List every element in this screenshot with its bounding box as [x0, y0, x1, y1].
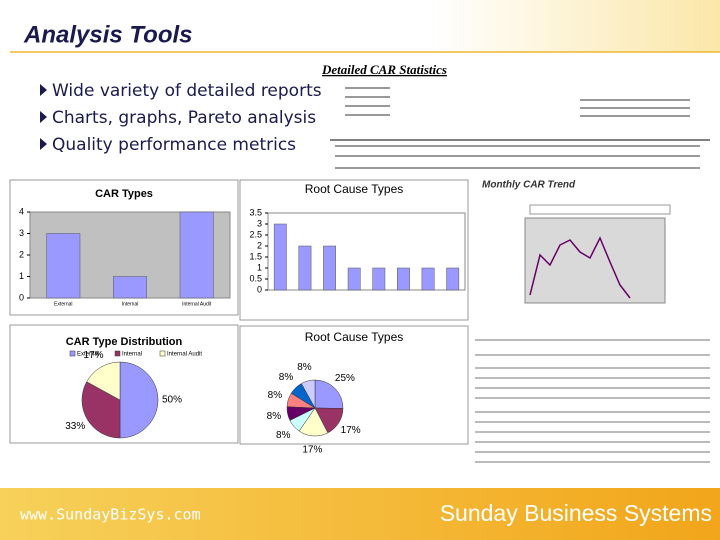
bar [298, 245, 312, 291]
footer-band [0, 488, 720, 540]
bar [421, 267, 435, 291]
slice-label: 50% [162, 395, 182, 406]
bar [113, 276, 147, 299]
footer-company: Sunday Business Systems [440, 500, 712, 526]
y-tick-label: 4 [19, 206, 24, 216]
bar [323, 245, 336, 291]
y-tick-label: 1 [19, 271, 24, 281]
chart-title: CAR Types [95, 188, 153, 200]
pie-slice [314, 379, 344, 409]
x-tick-label: Internal [122, 301, 139, 307]
slice-label: 8% [297, 362, 312, 373]
bullet-marker [40, 111, 47, 123]
slice-label: 8% [279, 372, 294, 383]
report-title: Detailed CAR Statistics [321, 62, 447, 77]
report-thumbnail: Detailed CAR Statistics [321, 62, 710, 169]
chart-title: CAR Type Distribution [66, 336, 183, 348]
slice-label: 17% [84, 350, 104, 361]
bullet: Quality performance metrics [52, 135, 296, 155]
x-tick-label: External [54, 301, 72, 307]
y-tick-label: 2 [19, 249, 24, 259]
trend-title: Monthly CAR Trend [482, 180, 576, 191]
charts: CAR Types 0 1 2 3 4 External Internal Internal A… [9, 179, 469, 456]
y-tick-label: 0.5 [249, 273, 262, 283]
slice-label: 8% [267, 411, 282, 422]
legend-swatch [69, 350, 76, 357]
y-tick-label: 0 [19, 292, 24, 302]
slice-label: 17% [302, 445, 322, 456]
legend-label: External [77, 352, 99, 358]
chart-frame [239, 325, 469, 445]
header-band [0, 0, 720, 52]
bullet-list: Wide variety of detailed reports Charts,… [40, 81, 322, 155]
bullet-marker [40, 84, 47, 96]
trend-thumbnail: Monthly CAR Trend [482, 180, 671, 304]
x-tick-label: Internal Audit [182, 301, 212, 307]
y-tick-label: 3 [257, 218, 262, 228]
pie-slice [301, 379, 316, 409]
y-tick-label: 2.5 [249, 229, 262, 239]
bullet: Wide variety of detailed reports [52, 81, 322, 101]
slice-label: 8% [268, 390, 283, 401]
bar [46, 233, 81, 299]
y-tick-label: 0 [257, 284, 262, 294]
table-thumbnail [475, 339, 710, 463]
pie-slice [119, 361, 159, 439]
slide-title: Analysis Tools [23, 21, 193, 48]
y-tick-label: 2 [257, 240, 262, 250]
plot-area [267, 212, 466, 291]
legend-swatch [159, 350, 166, 357]
footer-url: www.SundayBizSys.com [20, 506, 201, 524]
y-tick-label: 3 [19, 228, 24, 238]
bullet-marker [40, 138, 47, 150]
bullet: Charts, graphs, Pareto analysis [52, 108, 316, 128]
y-tick-label: 1.5 [249, 251, 262, 261]
legend-swatch [114, 350, 121, 357]
bar [446, 267, 460, 291]
y-tick-label: 3.5 [249, 207, 262, 217]
trend-line [529, 236, 631, 299]
pie-slice [86, 361, 121, 401]
bar [347, 267, 361, 291]
slice-label: 25% [335, 373, 355, 384]
y-tick-label: 1 [257, 262, 262, 272]
legend-label: Internal [122, 352, 142, 358]
bar [273, 223, 287, 291]
chart-title: Root Cause Types [305, 330, 404, 344]
legend-label: Internal Audit [167, 352, 202, 358]
bar [372, 267, 386, 291]
bar [397, 267, 410, 291]
trend-legend-box [529, 204, 671, 215]
bar [179, 211, 214, 299]
pie-slice [81, 381, 121, 439]
slice-label: 33% [65, 421, 85, 432]
chart-title: Root Cause Types [305, 182, 404, 196]
slice-label: 8% [276, 430, 291, 441]
slice-label: 17% [341, 425, 361, 436]
trend-plot [524, 217, 666, 304]
